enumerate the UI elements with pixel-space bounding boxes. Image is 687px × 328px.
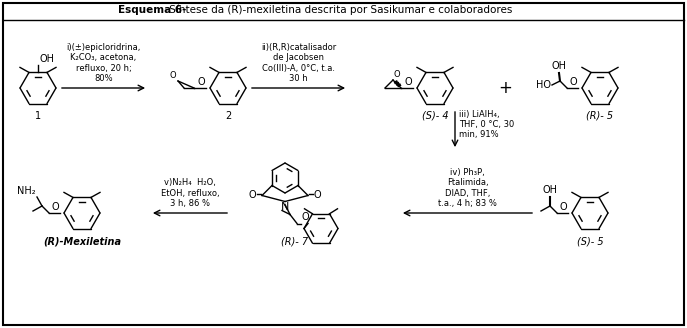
Text: Esquema 6-: Esquema 6- (118, 5, 186, 15)
Text: O: O (405, 77, 412, 87)
Text: (R)-Mexiletina: (R)-Mexiletina (43, 236, 121, 246)
Text: O: O (559, 202, 567, 212)
Text: O: O (302, 213, 310, 222)
Text: iv) Ph₃P,
Ftalimida,
DIAD, THF,
t.a., 4 h; 83 %: iv) Ph₃P, Ftalimida, DIAD, THF, t.a., 4 … (438, 168, 497, 208)
Text: O: O (570, 77, 577, 87)
Text: (R)- 7: (R)- 7 (282, 236, 308, 246)
Text: 2: 2 (225, 111, 231, 121)
Text: i)(±)epicloridrina,
K₂CO₃, acetona,
refluxo, 20 h;
80%: i)(±)epicloridrina, K₂CO₃, acetona, refl… (67, 43, 141, 83)
Text: (R)- 5: (R)- 5 (587, 111, 613, 121)
Text: Síntese da (R)-mexiletina descrita por Sasikumar e colaboradores: Síntese da (R)-mexiletina descrita por S… (166, 5, 513, 15)
Text: O: O (197, 77, 205, 87)
Text: O: O (249, 191, 256, 200)
Text: HO: HO (536, 80, 551, 90)
Text: +: + (498, 79, 512, 97)
Text: v)N₂H₄  H₂O,
EtOH, refluxo,
3 h, 86 %: v)N₂H₄ H₂O, EtOH, refluxo, 3 h, 86 % (161, 178, 219, 208)
Text: O: O (170, 71, 176, 80)
Text: OH: OH (543, 185, 557, 195)
Text: O: O (314, 191, 322, 200)
Text: iii) LiAlH₄,
THF, 0 °C, 30
min, 91%: iii) LiAlH₄, THF, 0 °C, 30 min, 91% (459, 110, 515, 139)
Text: ii)(R,R)catalisador
de Jacobsen
Co(III)-A, 0°C, t.a.
30 h: ii)(R,R)catalisador de Jacobsen Co(III)-… (261, 43, 336, 83)
Text: (S)- 4: (S)- 4 (422, 111, 449, 121)
Text: (S)- 5: (S)- 5 (576, 236, 603, 246)
Text: N: N (281, 201, 289, 212)
Text: NH₂: NH₂ (17, 186, 36, 196)
Text: OH: OH (39, 54, 54, 64)
Text: O: O (52, 202, 59, 212)
Text: O: O (394, 70, 401, 79)
Text: OH: OH (552, 61, 567, 71)
Text: 1: 1 (35, 111, 41, 121)
